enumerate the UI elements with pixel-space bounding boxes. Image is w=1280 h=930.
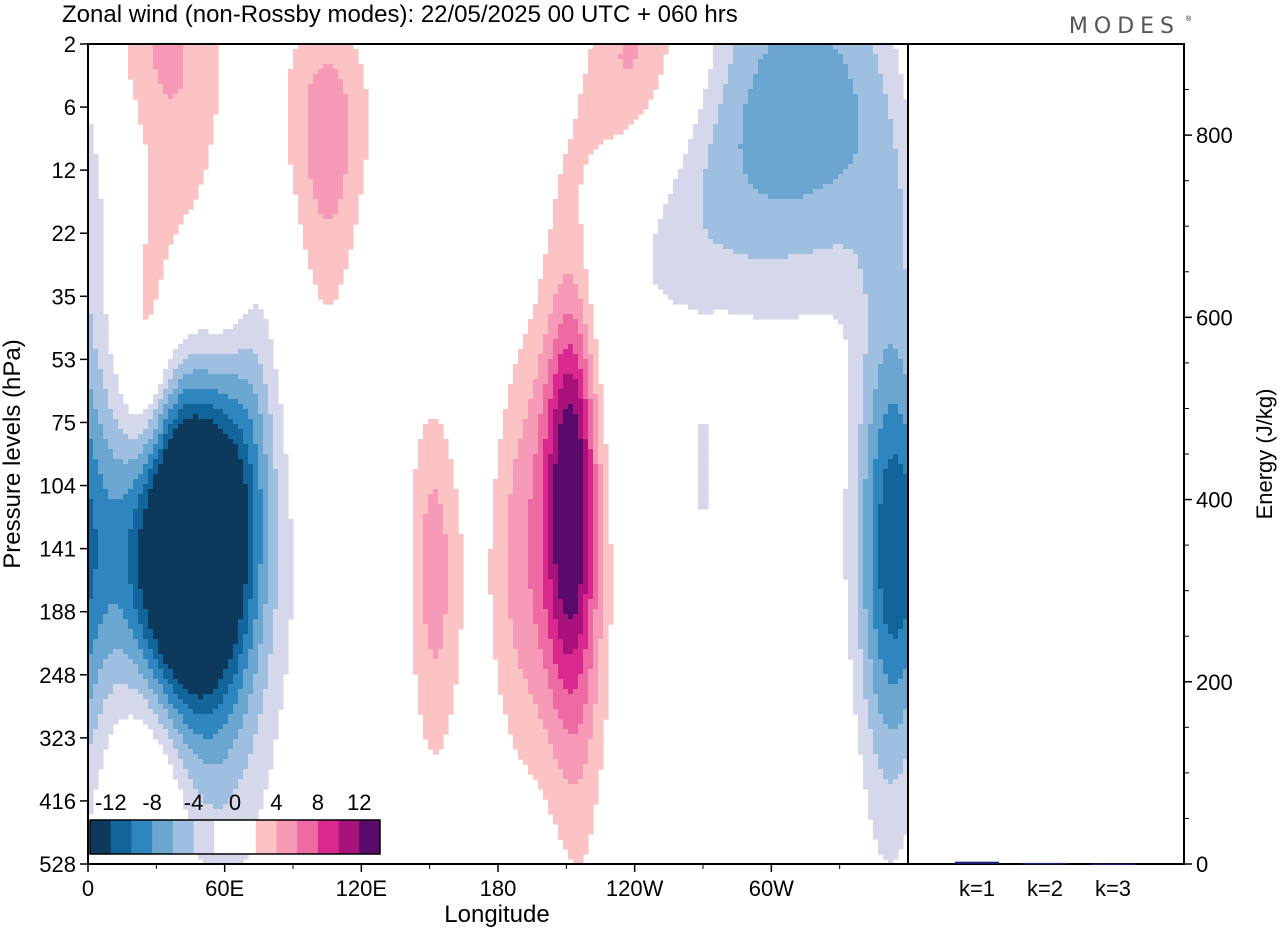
energy-axis-label: Energy (J/kg) [1252,389,1277,520]
colorbar-swatch [297,820,319,854]
x-tick-label: 60W [749,876,794,901]
energy-tick-label: 800 [1196,123,1233,148]
y-tick-label: 75 [52,410,76,435]
colorbar-label: -8 [142,790,162,815]
bar-category-label: k=2 [1027,876,1063,901]
colorbar-swatch [90,820,112,854]
energy-axis: 0 200 400 600 800 [1184,89,1233,877]
pressure-axis: 2 6 12 22 35 53 75 104 141 188 248 323 416 528 [39,32,88,877]
colorbar-label: 12 [347,790,371,815]
bar-panel-frame [907,43,1185,865]
heatmap-field [88,44,908,864]
energy-tick-label: 0 [1196,852,1208,877]
y-tick-label: 188 [39,600,76,625]
y-tick-label: 22 [52,221,76,246]
y-axis-label: Pressure levels (hPa) [0,339,26,568]
energy-bar [955,861,999,864]
chart-title: Zonal wind (non-Rossby modes): 22/05/202… [62,1,738,28]
colorbar-swatch [338,820,360,854]
colorbar-swatch [172,820,194,854]
colorbar-label: -4 [184,790,204,815]
y-tick-label: 2 [64,32,76,57]
y-tick-label: 53 [52,347,76,372]
x-tick-label: 0 [82,876,94,901]
colorbar-frame [89,819,381,855]
bar-category-label: k=1 [959,876,995,901]
colorbar-swatch [276,820,298,854]
colorbar-swatch [152,820,174,854]
colorbar-label: -12 [95,790,127,815]
y-tick-label: 104 [39,474,76,499]
y-tick-label: 528 [39,852,76,877]
colorbar-swatch [193,820,215,854]
colorbar-swatch [214,820,236,854]
colorbar-swatch [359,820,381,854]
y-tick-label: 35 [52,284,76,309]
bar-category-label: k=3 [1095,876,1131,901]
colorbar-swatch [235,820,257,854]
energy-bars: k=1 k=2 k=3 [955,861,1135,901]
colorbar-swatch [110,820,132,854]
y-tick-label: 12 [52,158,76,183]
energy-bar [1023,862,1067,865]
colorbar-label: 0 [229,790,241,815]
y-tick-label: 6 [64,95,76,120]
x-axis-label: Longitude [444,901,549,928]
energy-tick-label: 600 [1196,305,1233,330]
registered-mark: ® [1186,15,1192,23]
y-tick-label: 416 [39,789,76,814]
colorbar-label: 4 [270,790,282,815]
colorbar-swatch [255,820,277,854]
y-tick-label: 323 [39,726,76,751]
x-tick-label: 120E [336,876,387,901]
longitude-axis: 0 60E 120E 180 120W 60W [82,864,841,901]
x-tick-label: 180 [480,876,517,901]
energy-tick-label: 200 [1196,670,1233,695]
y-tick-label: 141 [39,537,76,562]
colorbar-swatch [131,820,153,854]
colorbar-swatch [317,820,339,854]
colorbar: -12 -8 -4 0 4 8 12 [89,790,381,855]
energy-tick-label: 400 [1196,488,1233,513]
x-tick-label: 120W [606,876,664,901]
modes-logo: MODES [1069,14,1180,39]
colorbar-label: 8 [312,790,324,815]
energy-bar [1091,863,1135,865]
y-tick-label: 248 [39,663,76,688]
x-tick-label: 60E [205,876,244,901]
